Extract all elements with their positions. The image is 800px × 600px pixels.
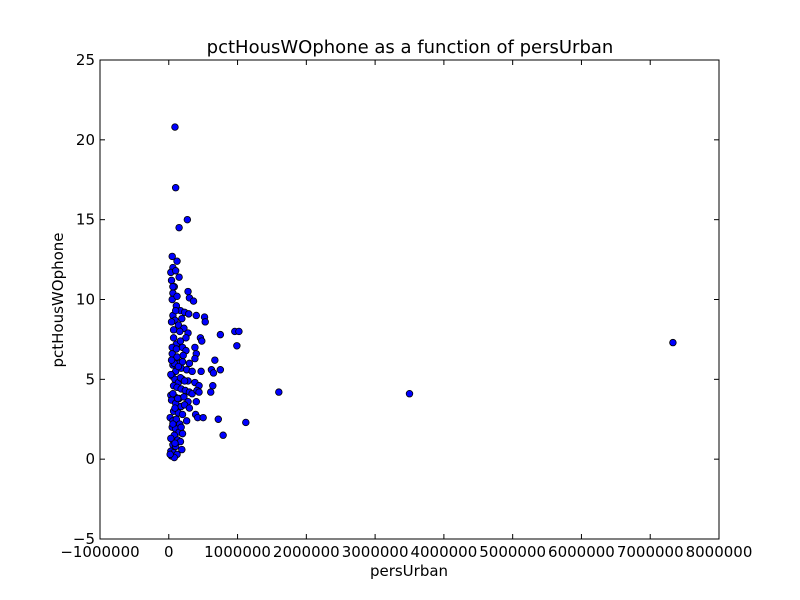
- y-tick-label: 15: [76, 211, 95, 229]
- data-point: [188, 367, 196, 376]
- data-point: [167, 434, 175, 443]
- y-axis: −5 0 5 10 15 20 25: [73, 51, 719, 548]
- data-point: [184, 287, 192, 296]
- data-point: [167, 318, 176, 326]
- data-point: [199, 413, 207, 422]
- data-point: [171, 404, 179, 412]
- data-point: [178, 314, 186, 323]
- data-point: [185, 310, 193, 318]
- chart-title: pctHousWOphone as a function of persUrba…: [207, 37, 614, 58]
- data-point: [192, 311, 200, 320]
- data-point: [178, 445, 186, 454]
- y-tick-label: 10: [76, 291, 95, 309]
- y-tick-label: 25: [76, 51, 95, 69]
- data-point: [175, 273, 183, 281]
- data-point: [197, 367, 205, 376]
- x-tick-label: 3000000: [342, 543, 409, 561]
- x-tick-label: 8000000: [686, 543, 753, 561]
- x-axis-label: persUrban: [370, 562, 448, 580]
- data-point: [233, 342, 241, 350]
- x-tick-label: 6000000: [548, 543, 615, 561]
- x-tick-label: 0: [164, 543, 174, 561]
- data-point: [169, 390, 177, 398]
- data-point: [171, 306, 180, 315]
- data-point: [201, 318, 209, 326]
- data-point: [185, 404, 194, 412]
- data-point: [235, 327, 243, 336]
- y-tick-label: −5: [73, 530, 95, 548]
- data-point: [169, 334, 178, 342]
- data-point: [191, 354, 199, 363]
- data-point: [169, 420, 177, 428]
- x-tick-label: −1000000: [60, 543, 139, 561]
- data-point: [209, 369, 218, 377]
- data-point: [173, 292, 181, 301]
- data-point: [178, 429, 187, 438]
- x-tick-label: 1000000: [204, 543, 271, 561]
- data-point: [172, 345, 181, 353]
- data-point: [175, 223, 183, 232]
- data-point: [191, 343, 199, 352]
- data-point: [167, 356, 176, 364]
- data-point: [168, 252, 176, 261]
- y-tick-label: 5: [85, 370, 95, 388]
- data-point: [216, 330, 225, 339]
- data-point: [178, 410, 187, 419]
- data-point: [174, 362, 183, 371]
- data-point: [192, 397, 200, 406]
- data-point: [182, 334, 190, 342]
- data-point: [207, 388, 215, 396]
- data-point: [176, 327, 184, 336]
- data-point: [209, 382, 217, 390]
- data-point: [405, 390, 414, 398]
- data-point: [166, 450, 174, 459]
- x-tick-label: 5000000: [479, 543, 546, 561]
- data-point: [182, 417, 191, 425]
- data-point: [171, 184, 180, 192]
- data-point: [177, 423, 185, 431]
- data-point: [173, 257, 181, 265]
- x-tick-label: 4000000: [410, 543, 477, 561]
- data-point: [185, 359, 194, 368]
- data-point: [216, 366, 225, 374]
- data-point: [174, 394, 182, 403]
- data-point: [669, 338, 677, 347]
- data-point: [275, 388, 283, 396]
- data-point: [169, 283, 177, 291]
- data-point: [171, 123, 179, 131]
- x-tick-label: 2000000: [273, 543, 340, 561]
- y-tick-label: 20: [76, 131, 95, 149]
- data-point: [180, 377, 189, 385]
- data-point: [242, 418, 250, 427]
- data-point: [214, 415, 222, 423]
- data-point: [171, 439, 179, 447]
- y-tick-label: 0: [85, 450, 95, 468]
- data-point: [171, 267, 180, 275]
- y-axis-label: pctHousWOphone: [49, 232, 67, 367]
- x-axis: −1000000 0 1000000 2000000 3000000 4000000 500…: [60, 60, 752, 561]
- data-point: [167, 276, 176, 285]
- points-layer: [166, 123, 677, 462]
- data-point: [167, 370, 175, 379]
- data-point: [179, 351, 187, 360]
- data-point: [189, 297, 198, 305]
- x-tick-label: 7000000: [617, 543, 684, 561]
- data-point: [183, 215, 192, 224]
- data-point: [198, 337, 206, 345]
- data-point: [195, 388, 203, 396]
- data-point: [169, 326, 178, 334]
- data-point: [211, 356, 219, 364]
- data-point: [176, 337, 185, 345]
- data-point: [219, 431, 227, 439]
